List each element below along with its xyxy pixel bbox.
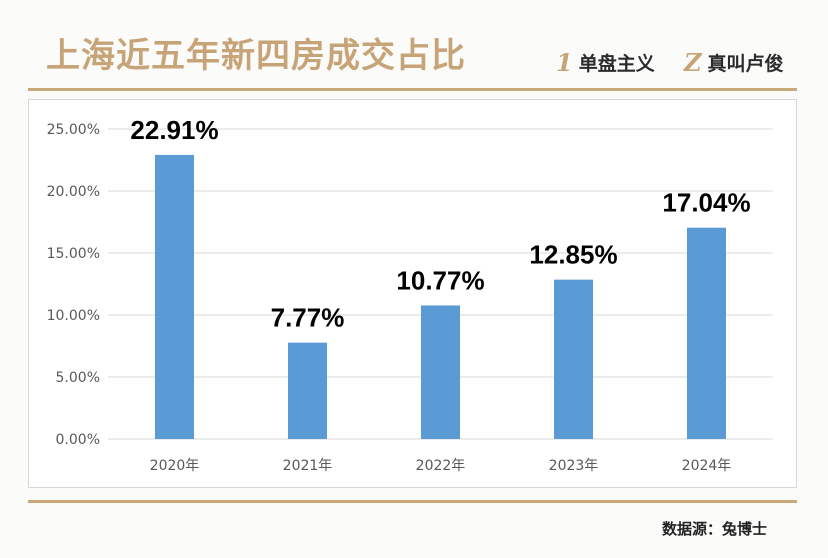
y-tick-label: 25.00%	[47, 122, 100, 138]
bar	[288, 342, 327, 439]
bar	[421, 305, 460, 439]
y-tick-label: 5.00%	[56, 370, 100, 386]
data-source: 数据源：兔博士	[662, 520, 768, 538]
brand-2-name: 真叫卢俊	[707, 52, 784, 75]
brand-zhen-jiao-lu-jun: Z 真叫卢俊	[684, 46, 784, 78]
bar	[687, 227, 726, 439]
brand-1-logo-icon: 1	[556, 47, 573, 77]
y-tick-label: 20.00%	[47, 184, 100, 200]
x-tick-label: 2022年	[416, 458, 466, 474]
y-tick-label: 0.00%	[56, 432, 100, 448]
y-tick-label: 10.00%	[47, 308, 100, 324]
brand-2-logo-icon: Z	[684, 47, 702, 77]
x-tick-label: 2020年	[150, 458, 200, 474]
data-label: 10.77%	[396, 265, 484, 295]
x-tick-label: 2024年	[682, 458, 732, 474]
data-label: 7.77%	[271, 303, 345, 333]
data-label: 17.04%	[662, 188, 750, 218]
data-label: 22.91%	[130, 115, 218, 145]
chart-title: 上海近五年新四房成交占比	[46, 36, 466, 76]
brand-dan-pan-zhu-yi: 1 单盘主义	[556, 46, 655, 78]
x-tick-label: 2021年	[283, 458, 333, 474]
bar	[554, 279, 593, 439]
bar	[155, 154, 194, 439]
brand-1-name: 单盘主义	[578, 52, 655, 75]
header-divider	[28, 88, 797, 91]
y-tick-label: 15.00%	[47, 246, 100, 262]
data-label: 12.85%	[529, 240, 617, 270]
x-tick-label: 2023年	[549, 458, 599, 474]
footer-divider	[28, 500, 797, 503]
